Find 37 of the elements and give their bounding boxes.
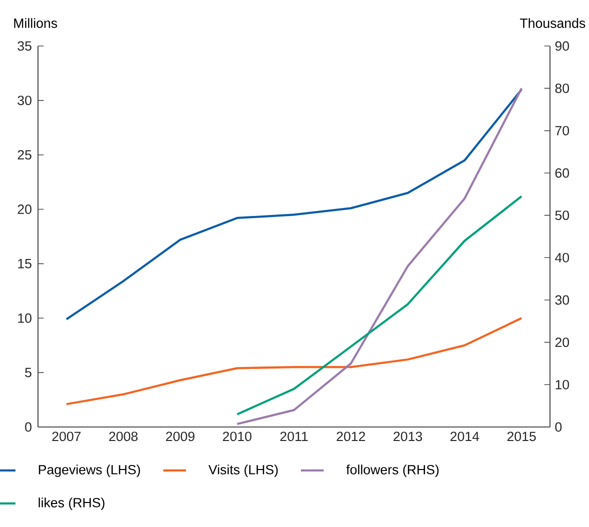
line-series [236,87,523,426]
x-tick-label: 2012 [336,432,366,442]
y-tick-label: 35 [18,41,32,51]
legend-label: likes (RHS) [38,498,104,510]
x-tick-label: 2007 [52,432,81,442]
y-tick-label: 30 [18,96,32,106]
y-tick-label: 10 [18,313,32,323]
y2-tick-label: 10 [556,380,570,390]
line-series [65,317,523,406]
y-tick-label: 15 [18,259,32,268]
legend-label: followers (RHS) [346,464,439,478]
y-tick-label: 0 [25,422,32,432]
y-tick-label: 20 [18,204,32,214]
line-series [65,88,523,320]
y2-tick-label: 50 [555,210,570,220]
x-tick-label: 2013 [394,432,422,442]
x-tick-label: 2015 [507,432,536,442]
legend-label: Pageviews (LHS) [38,464,140,478]
y-tick-label: 25 [18,150,32,160]
x-tick-label: 2008 [109,432,138,442]
y2-tick-label: 40 [555,252,570,262]
x-tick-label: 2014 [450,432,480,442]
x-tick-label: 2010 [222,432,252,442]
y2-tick-label: 0 [555,422,562,432]
y2-tick-label: 80 [555,84,570,94]
y2-tick-label: 30 [555,295,570,305]
y-tick-label: 5 [25,368,32,378]
y2-tick-label: 70 [555,126,570,136]
x-tick-label: 2011 [280,432,308,442]
y2-tick-label: 60 [555,168,570,178]
line-series [236,195,523,416]
y2-tick-label: 90 [555,41,570,51]
legend-label: Visits (LHS) [208,464,278,478]
x-tick-label: 2009 [166,432,194,442]
y2-tick-label: 20 [555,338,570,348]
y-axis-title: Millions [14,18,58,28]
y2-axis-title: Thousands [520,18,586,28]
